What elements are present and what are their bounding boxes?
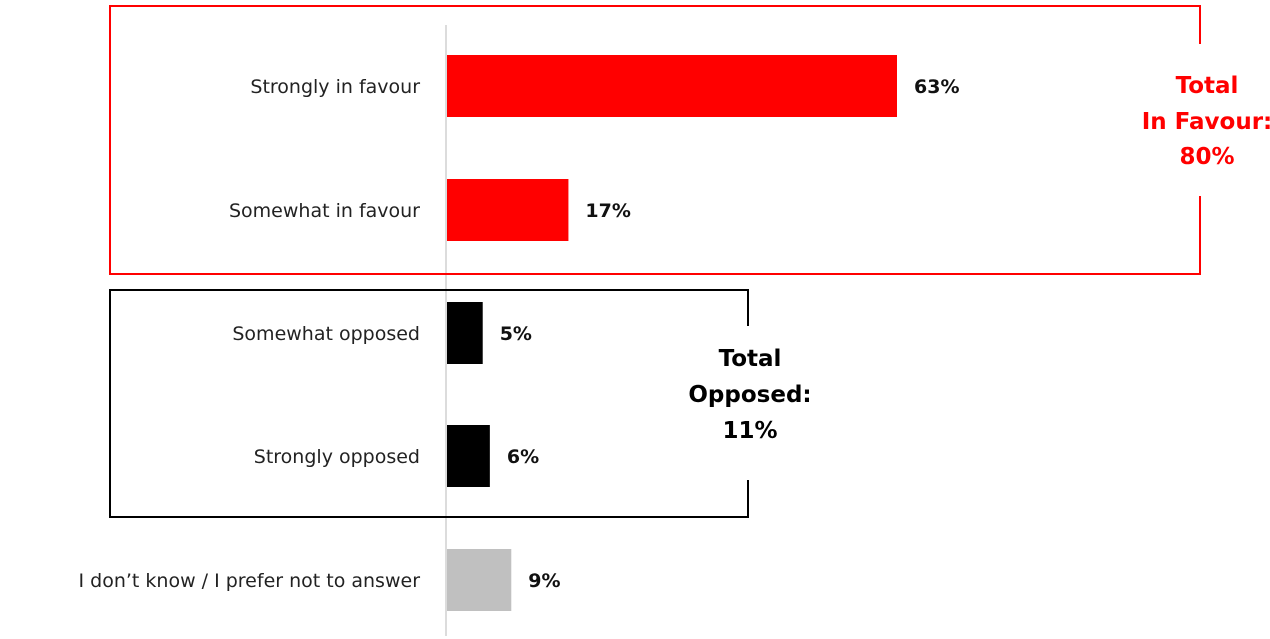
value-label: 17% (585, 200, 630, 222)
value-label: 9% (528, 570, 560, 592)
value-label: 5% (500, 323, 532, 345)
bar-0 (447, 55, 897, 117)
category-label: Somewhat opposed (232, 323, 420, 345)
group-total-label: Total (1176, 73, 1239, 99)
group-boxes: Total In Favour: 80% Total Opposed: 11% (109, 5, 1270, 518)
group-total-label: In Favour: (1142, 109, 1270, 135)
bar-2 (447, 302, 483, 364)
bars (447, 55, 897, 611)
bar-4 (447, 549, 512, 611)
value-label: 63% (914, 76, 959, 98)
bar-3 (447, 425, 490, 487)
category-label: Strongly opposed (254, 446, 420, 468)
category-label: I don’t know / I prefer not to answer (79, 570, 421, 592)
bar-1 (447, 179, 569, 241)
category-label: Strongly in favour (250, 76, 420, 98)
category-labels: Strongly in favour Somewhat in favour Some… (79, 76, 421, 592)
value-labels: 63% 17% 5% 6% 9% (500, 76, 960, 592)
group-total-label: 80% (1179, 144, 1234, 170)
group-box-favour (109, 5, 1201, 275)
category-label: Somewhat in favour (229, 200, 420, 222)
group-box-opposed (109, 289, 749, 518)
group-total-label: Total (719, 346, 782, 372)
group-total-label: Opposed: (688, 382, 811, 408)
value-label: 6% (507, 446, 539, 468)
group-total-label: 11% (722, 418, 777, 444)
